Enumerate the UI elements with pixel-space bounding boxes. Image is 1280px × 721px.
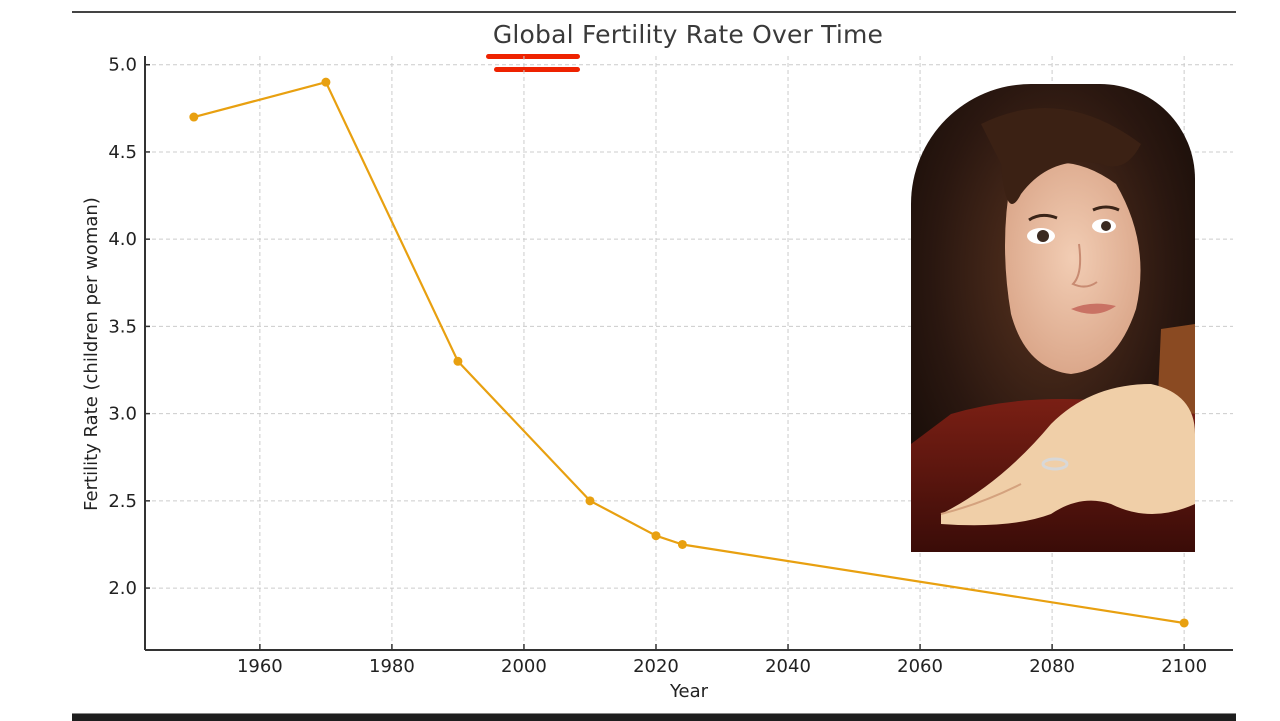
top-border-rule (72, 11, 1236, 13)
x-tick-label: 2040 (765, 656, 811, 677)
data-point-marker (1179, 618, 1189, 628)
y-tick-label: 4.5 (108, 142, 137, 163)
title-underline-annotation-2 (494, 67, 580, 72)
chart-title: Global Fertility Rate Over Time (492, 20, 884, 49)
data-point-marker (585, 496, 595, 506)
y-axis-ticks: 2.0 2.5 3.0 3.5 4.0 4.5 5.0 (108, 55, 150, 599)
x-tick-label: 2060 (897, 656, 943, 677)
data-point-marker (321, 77, 331, 87)
data-point-marker (651, 531, 661, 541)
y-tick-label: 2.0 (108, 578, 137, 599)
y-tick-label: 3.5 (108, 316, 137, 337)
x-axis-label: Year (669, 681, 709, 702)
x-tick-label: 1960 (237, 656, 283, 677)
y-tick-label: 5.0 (108, 55, 137, 76)
x-tick-label: 2020 (633, 656, 679, 677)
data-point-marker (189, 112, 199, 122)
x-tick-label: 2100 (1161, 656, 1207, 677)
presenter-photo (911, 84, 1195, 552)
bottom-dark-bar (72, 713, 1236, 721)
y-tick-label: 3.0 (108, 404, 137, 425)
series-fertility-rate (189, 77, 1189, 628)
x-tick-label: 1980 (369, 656, 415, 677)
y-tick-label: 4.0 (108, 229, 137, 250)
x-tick-label: 2000 (501, 656, 547, 677)
y-axis-label: Fertility Rate (children per woman) (81, 197, 102, 511)
data-point-marker (677, 539, 687, 549)
x-tick-label: 2080 (1029, 656, 1075, 677)
title-underline-annotation-1 (486, 54, 580, 59)
woman-pointing-image (911, 84, 1195, 552)
data-point-marker (453, 356, 463, 366)
y-tick-label: 2.5 (108, 491, 137, 512)
x-axis-ticks: 1960 1980 2000 2020 2040 2060 2080 2100 (237, 644, 1207, 677)
